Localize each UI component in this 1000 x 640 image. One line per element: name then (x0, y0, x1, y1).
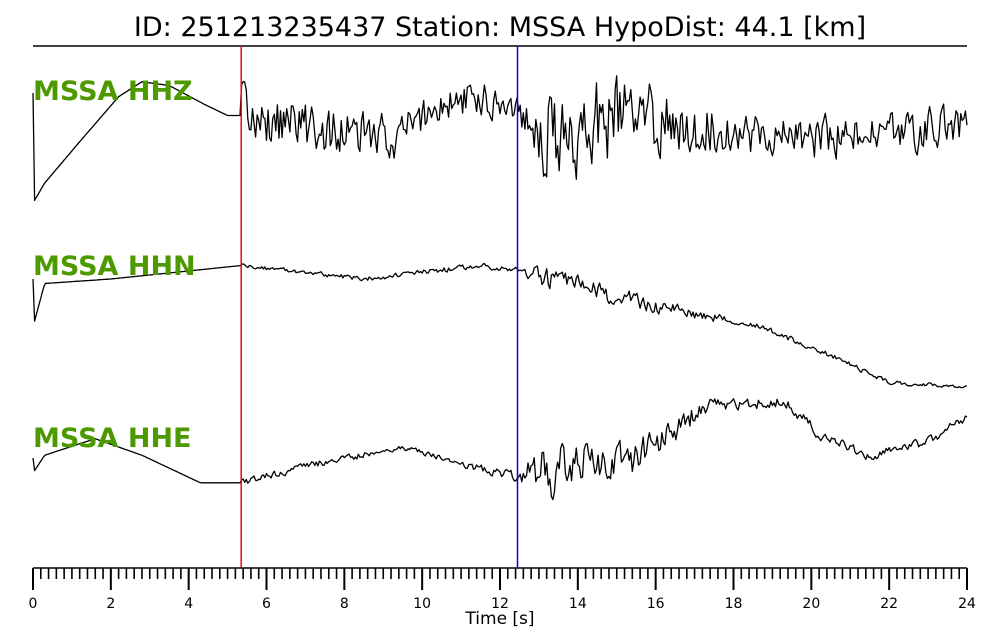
x-axis-label: Time [s] (464, 609, 534, 629)
x-axis-ticks (32, 568, 968, 590)
x-tick-label: 24 (958, 596, 976, 612)
x-axis: 0 2 4 6 8 10 12 14 16 18 20 22 24 (29, 567, 976, 612)
trace-mssa-hhe (32, 398, 968, 501)
channel-label-hhz: MSSA HHZ (33, 76, 193, 107)
waveform-traces (32, 75, 968, 501)
x-axis-tick-labels: 0 2 4 6 8 10 12 14 16 18 20 22 24 (29, 596, 976, 612)
trace-mssa-hhn (32, 262, 968, 389)
x-tick-label: 12 (491, 596, 509, 612)
trace-mssa-hhz (32, 75, 968, 202)
x-tick-label: 4 (184, 596, 193, 612)
x-tick-label: 0 (29, 596, 38, 612)
x-tick-label: 10 (413, 596, 431, 612)
x-tick-label: 8 (340, 596, 349, 612)
x-tick-label: 22 (880, 596, 898, 612)
chart-title: ID: 251213235437 Station: MSSA HypoDist:… (134, 12, 866, 43)
x-tick-label: 18 (725, 596, 743, 612)
x-tick-label: 2 (106, 596, 115, 612)
channel-label-hhe: MSSA HHE (33, 423, 191, 454)
x-tick-label: 14 (569, 596, 587, 612)
channel-label-hhn: MSSA HHN (33, 251, 196, 282)
phase-markers (240, 46, 519, 568)
x-tick-label: 20 (802, 596, 820, 612)
x-tick-label: 16 (647, 596, 665, 612)
x-tick-label: 6 (262, 596, 271, 612)
